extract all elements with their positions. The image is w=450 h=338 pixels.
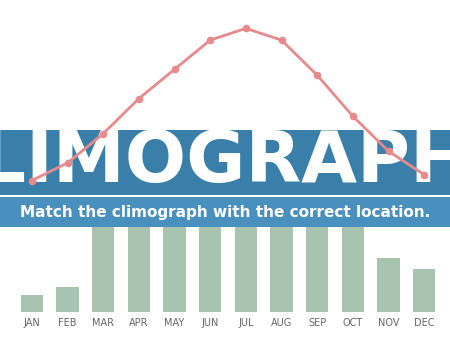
Bar [235,210,257,312]
Text: SEP: SEP [308,318,326,328]
Text: DEC: DEC [414,318,434,328]
Point [349,114,356,119]
Bar [21,295,43,312]
Point [314,72,321,78]
Bar [128,213,150,312]
Bar [378,258,400,312]
Bar [163,216,185,312]
Point [64,160,71,166]
Text: MAR: MAR [92,318,114,328]
Text: JAN: JAN [23,318,40,328]
Text: AUG: AUG [271,318,292,328]
Point [28,178,36,183]
Bar [342,216,364,312]
Text: CLIMOGRAPHS: CLIMOGRAPHS [0,128,450,197]
Text: OCT: OCT [343,318,363,328]
Point [171,67,178,72]
Point [207,38,214,43]
Point [242,26,249,31]
Text: JUN: JUN [202,318,219,328]
Point [385,148,392,154]
Text: JUL: JUL [238,318,254,328]
Bar [413,269,435,312]
Bar [0,197,450,227]
Bar [92,213,114,312]
Bar [56,287,79,312]
Text: NOV: NOV [378,318,399,328]
Bar [0,130,450,195]
Point [135,96,143,101]
Point [99,131,107,137]
Text: APR: APR [129,318,148,328]
Point [278,38,285,43]
Bar [270,213,292,312]
Point [421,172,428,177]
Text: MAY: MAY [164,318,184,328]
Bar [306,213,328,312]
Bar [199,213,221,312]
Text: FEB: FEB [58,318,77,328]
Text: Match the climograph with the correct location.: Match the climograph with the correct lo… [20,204,430,219]
